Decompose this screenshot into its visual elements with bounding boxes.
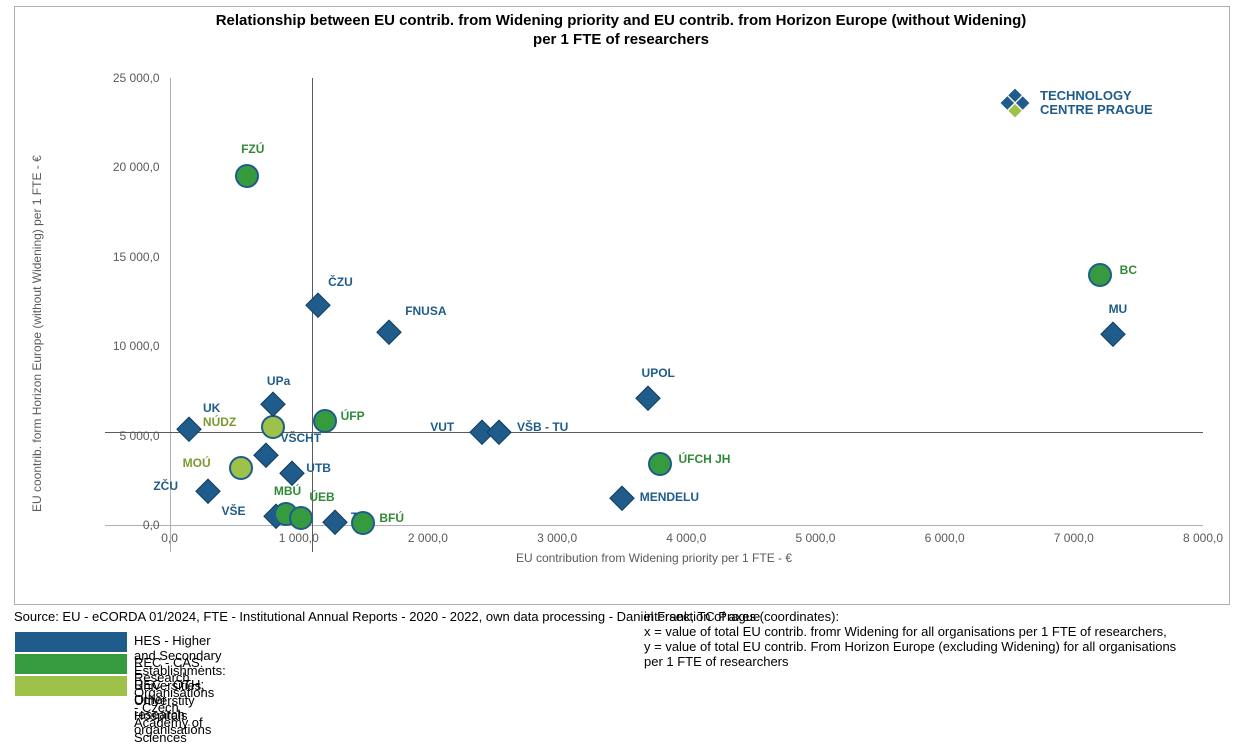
- data-point-label: UPa: [267, 374, 290, 388]
- right-footer-line: y = value of total EU contrib. From Hori…: [644, 639, 1176, 654]
- data-point: [254, 443, 279, 468]
- data-point-label: VŠCHT: [280, 431, 321, 445]
- y-tick-label: 0,0: [100, 518, 160, 532]
- chart-title: Relationship between EU contrib. from Wi…: [14, 12, 1228, 50]
- data-point-label: ÚFCH JH: [678, 452, 730, 466]
- x-tick-label: 6 000,0: [925, 531, 965, 545]
- data-point-label: MOÚ: [183, 456, 211, 470]
- data-point: [1088, 263, 1112, 287]
- y-tick-label: 5 000,0: [100, 429, 160, 443]
- legend-swatch: [14, 653, 128, 675]
- data-point-label: MU: [1109, 302, 1128, 316]
- x-axis-line: [105, 525, 1203, 526]
- x-tick-label: 2 000,0: [408, 531, 448, 545]
- data-point: [377, 320, 402, 345]
- data-point: [261, 415, 285, 439]
- data-point-label: FZÚ: [241, 142, 264, 156]
- y-tick-label: 20 000,0: [100, 160, 160, 174]
- plot-area: 0,0 1 000,0 2 000,0 3 000,0 4 000,0 5 000,0 6 …: [105, 78, 1203, 552]
- data-point-label: UK: [203, 401, 220, 415]
- data-point-label: VŠE: [222, 504, 246, 518]
- data-point-label: BC: [1120, 263, 1137, 277]
- data-point: [1100, 321, 1125, 346]
- data-point-label: MBÚ: [274, 484, 301, 498]
- legend-swatch: [14, 631, 128, 653]
- page: Relationship between EU contrib. from Wi…: [0, 0, 1243, 705]
- x-tick-label: 7 000,0: [1054, 531, 1094, 545]
- data-point: [289, 506, 313, 530]
- y-axis-title: EU coontrib. form Horizon Europe (withou…: [30, 155, 44, 512]
- x-axis-title: EU contribution from Widening priority p…: [0, 551, 1243, 565]
- legend-swatch: [14, 675, 128, 697]
- data-point-label: ČZU: [328, 275, 353, 289]
- right-footer-title: intersection of axes (coordinates):: [644, 609, 1176, 624]
- data-point: [351, 511, 375, 535]
- data-point: [280, 461, 305, 486]
- x-tick-label: 8 000,0: [1183, 531, 1223, 545]
- data-point: [648, 452, 672, 476]
- x-tick-label: 1 000,0: [279, 531, 319, 545]
- x-tick-label: 3 000,0: [537, 531, 577, 545]
- data-point: [313, 409, 337, 433]
- legend-label: REC - OTH: Other research organisations: [134, 677, 211, 737]
- data-point-label: BFÚ: [379, 511, 404, 525]
- x-tick-label: 5 000,0: [795, 531, 835, 545]
- x-tick-label: 4 000,0: [666, 531, 706, 545]
- data-point: [322, 509, 347, 534]
- right-footer-line: per 1 FTE of researchers: [644, 654, 1176, 669]
- data-point-label: UTB: [306, 461, 331, 475]
- data-point: [609, 486, 634, 511]
- x-tick-label: 0,0: [161, 531, 178, 545]
- data-point-label: ÚEB: [309, 490, 334, 504]
- data-point: [177, 416, 202, 441]
- data-point: [487, 420, 512, 445]
- crosshair-vertical: [312, 78, 313, 552]
- data-point-label: UPOL: [642, 366, 675, 380]
- data-point-label: FNUSA: [405, 304, 446, 318]
- data-point-label: NÚDZ: [203, 415, 236, 429]
- data-point: [196, 479, 221, 504]
- axis-intersection-note: intersection of axes (coordinates):x = v…: [644, 609, 1176, 669]
- data-point: [306, 293, 331, 318]
- y-tick-label: 10 000,0: [100, 339, 160, 353]
- y-tick-label: 25 000,0: [100, 71, 160, 85]
- data-point: [635, 386, 660, 411]
- data-point-label: MENDELU: [640, 490, 699, 504]
- data-point-label: ÚFP: [341, 409, 365, 423]
- y-axis-line: [170, 78, 171, 552]
- data-point-label: ZČU: [153, 479, 178, 493]
- y-tick-label: 15 000,0: [100, 250, 160, 264]
- data-point: [260, 391, 285, 416]
- data-point: [235, 164, 259, 188]
- right-footer-line: x = value of total EU contrib. fromr Wid…: [644, 624, 1176, 639]
- data-point: [229, 456, 253, 480]
